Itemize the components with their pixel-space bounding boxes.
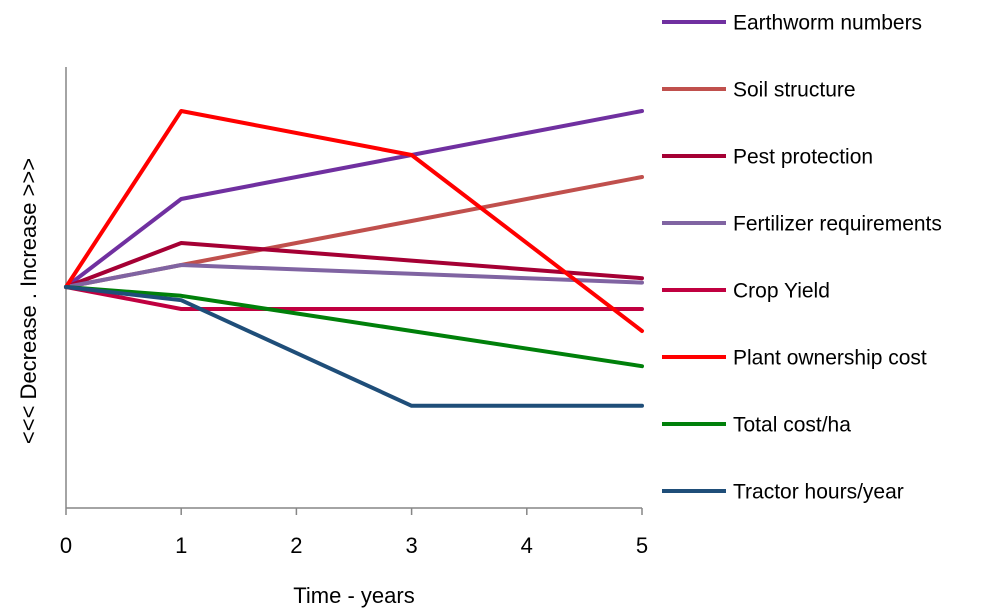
series-line-total-cost-ha <box>64 285 644 369</box>
legend-label-earthworm-numbers: Earthworm numbers <box>733 12 922 35</box>
series-line-pest-protection <box>64 241 644 289</box>
legend-label-fertilizer-requirements: Fertilizer requirements <box>733 213 942 236</box>
legend-label-plant-ownership-cost: Plant ownership cost <box>733 347 927 370</box>
axes <box>65 67 643 515</box>
x-tick-label: 4 <box>521 533 533 558</box>
x-tick-label: 1 <box>175 533 187 558</box>
x-tick-label: 3 <box>405 533 417 558</box>
series-line-fertilizer-requirements <box>64 263 644 289</box>
legend-label-crop-yield: Crop Yield <box>733 280 830 303</box>
series-lines <box>64 109 644 408</box>
x-axis-title: Time - years <box>293 583 414 608</box>
legend-label-soil-structure: Soil structure <box>733 79 856 102</box>
x-tick-label: 0 <box>60 533 72 558</box>
x-tick-labels: 0 1 2 3 4 5 <box>60 533 648 558</box>
legend-label-total-cost-ha: Total cost/ha <box>733 414 851 437</box>
series-line-plant-ownership-cost <box>64 109 644 333</box>
series-line-tractor-hours-year <box>64 285 644 408</box>
series-line-crop-yield <box>64 285 644 311</box>
x-tick-label: 5 <box>636 533 648 558</box>
legend-label-pest-protection: Pest protection <box>733 146 873 169</box>
series-line-earthworm-numbers <box>64 109 644 289</box>
legend: Earthworm numbers Soil structure Pest prot… <box>662 12 942 504</box>
legend-label-tractor-hours-year: Tractor hours/year <box>733 481 904 504</box>
x-tick-label: 2 <box>290 533 302 558</box>
y-axis-title: <<< Decrease . Increase >>> <box>16 158 41 444</box>
